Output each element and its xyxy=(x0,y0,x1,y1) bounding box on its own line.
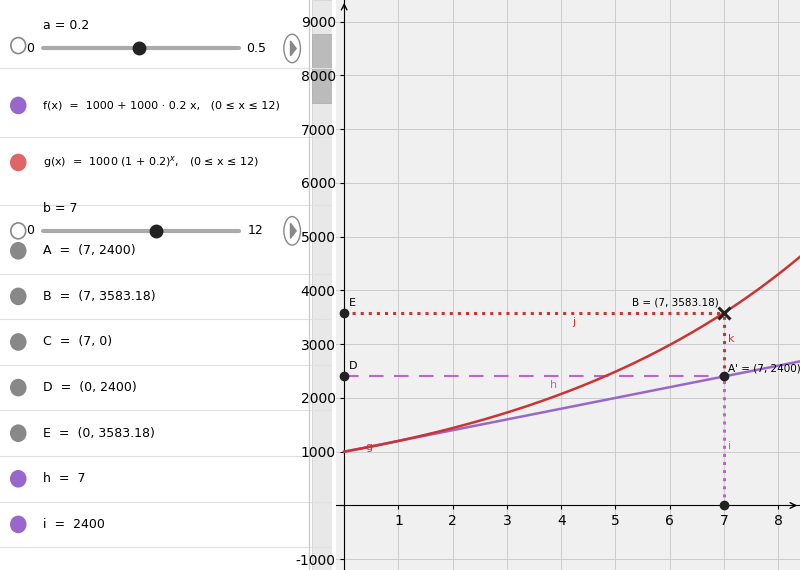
Text: k: k xyxy=(728,334,735,344)
Text: B = (7, 3583.18): B = (7, 3583.18) xyxy=(632,298,718,308)
Text: A  =  (7, 2400): A = (7, 2400) xyxy=(43,245,136,257)
Text: j: j xyxy=(572,316,575,327)
Text: D  =  (0, 2400): D = (0, 2400) xyxy=(43,381,137,394)
Ellipse shape xyxy=(11,516,26,532)
Ellipse shape xyxy=(11,243,26,259)
Text: E: E xyxy=(349,298,355,308)
Text: D: D xyxy=(349,361,357,372)
Text: 0: 0 xyxy=(26,225,34,237)
Text: h: h xyxy=(550,380,558,390)
Ellipse shape xyxy=(11,223,26,239)
Text: g(x)  =  1000 (1 + 0.2)$^x$,   (0 ≤ x ≤ 12): g(x) = 1000 (1 + 0.2)$^x$, (0 ≤ x ≤ 12) xyxy=(43,154,259,170)
Text: A' = (7, 2400): A' = (7, 2400) xyxy=(728,363,800,373)
Ellipse shape xyxy=(11,380,26,396)
Ellipse shape xyxy=(11,471,26,487)
Text: i: i xyxy=(728,441,731,451)
Ellipse shape xyxy=(11,425,26,441)
Text: C  =  (7, 0): C = (7, 0) xyxy=(43,336,112,348)
Ellipse shape xyxy=(11,334,26,350)
Text: a = 0.2: a = 0.2 xyxy=(43,19,90,32)
Ellipse shape xyxy=(11,288,26,304)
Text: i  =  2400: i = 2400 xyxy=(43,518,105,531)
Text: E  =  (0, 3583.18): E = (0, 3583.18) xyxy=(43,427,155,439)
Ellipse shape xyxy=(11,97,26,113)
FancyBboxPatch shape xyxy=(312,0,332,570)
Text: f(x)  =  1000 + 1000 · 0.2 x,   (0 ≤ x ≤ 12): f(x) = 1000 + 1000 · 0.2 x, (0 ≤ x ≤ 12) xyxy=(43,100,280,111)
Text: 0: 0 xyxy=(26,42,34,55)
Polygon shape xyxy=(290,41,296,56)
Text: g: g xyxy=(366,442,373,452)
Text: h  =  7: h = 7 xyxy=(43,473,86,485)
Ellipse shape xyxy=(11,38,26,54)
Text: b = 7: b = 7 xyxy=(43,202,78,214)
Polygon shape xyxy=(290,223,296,238)
Text: 0.5: 0.5 xyxy=(246,42,266,55)
Text: 12: 12 xyxy=(248,225,263,237)
FancyBboxPatch shape xyxy=(312,34,332,103)
Ellipse shape xyxy=(11,154,26,170)
Text: B  =  (7, 3583.18): B = (7, 3583.18) xyxy=(43,290,156,303)
